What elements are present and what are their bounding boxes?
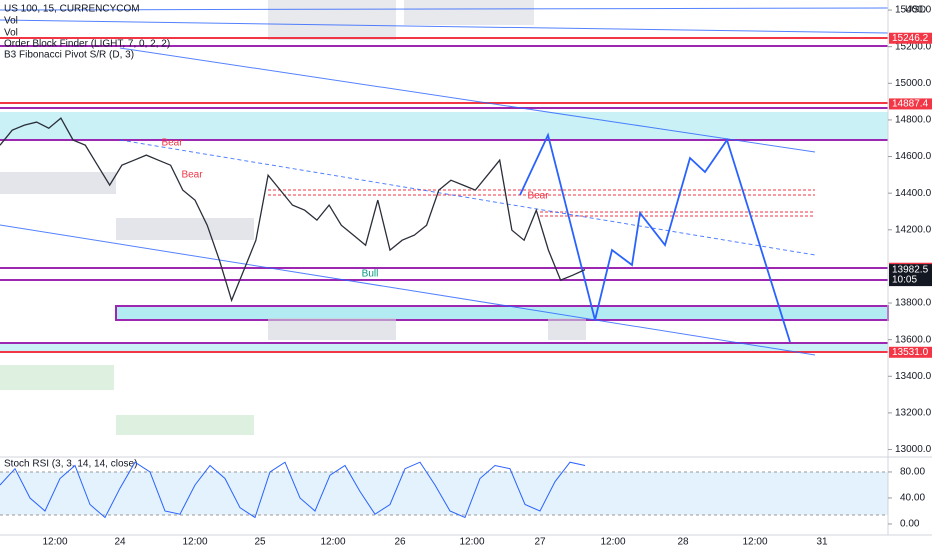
price-tag (889, 264, 932, 287)
vol-label: Vol (4, 16, 18, 27)
signal: Bear (181, 170, 203, 181)
y-tick-label: 13600.0 (895, 334, 932, 345)
currency: USD (905, 5, 926, 16)
vol-label: Vol (4, 28, 18, 39)
y-tick-label: 0.00 (900, 519, 920, 530)
x-tick-label: 12:00 (320, 537, 345, 548)
y-tick-label: 13800.0 (895, 298, 932, 309)
x-tick-label: 27 (534, 537, 546, 548)
y-tick-label: 80.00 (900, 467, 925, 478)
price-tag (889, 98, 932, 110)
price-tag (889, 346, 932, 358)
y-tick-label: 14800.0 (895, 115, 932, 126)
x-tick-label: 12:00 (42, 537, 67, 548)
symbol: US 100, 15, CURRENCYCOM (4, 4, 140, 15)
price-tag-label: 13982.5 (892, 264, 929, 275)
y-tick-label: 14200.0 (895, 224, 932, 235)
x-tick-label: 25 (254, 537, 266, 548)
y-tick-label: 40.00 (900, 493, 925, 504)
signal: Bull (362, 269, 379, 280)
indicator-label: B3 Fibonacci Pivot S/R (D, 3) (4, 50, 134, 61)
oscillator-label: Stoch RSI (3, 3, 14, 14, close) (4, 459, 137, 470)
y-tick-label: 13400.0 (895, 371, 932, 382)
x-tick-label: 12:00 (182, 537, 207, 548)
y-tick-label: 15200.0 (895, 41, 932, 52)
price-line (0, 117, 586, 303)
price-tag-label: 15246.2 (892, 33, 929, 44)
y-tick-label: 14600.0 (895, 151, 932, 162)
price-tag-label: 13531.0 (892, 347, 929, 358)
indicator-label: Order Block Finder (LIGHT, 7, 0, 2, 2) (4, 39, 170, 50)
x-tick-label: 26 (394, 537, 406, 548)
price-tag (889, 32, 932, 44)
signal: Bear (527, 191, 549, 202)
x-tick-label: 12:00 (459, 537, 484, 548)
stoch-line (0, 461, 586, 519)
signal: Bear (161, 138, 183, 149)
x-tick-label: 31 (816, 537, 828, 548)
y-tick-label: 14400.0 (895, 188, 932, 199)
countdown: 10:05 (892, 274, 917, 285)
y-tick-label: 15400.0 (895, 5, 932, 16)
x-tick-label: 12:00 (600, 537, 625, 548)
x-tick-label: 12:00 (742, 537, 767, 548)
x-tick-label: 24 (114, 537, 126, 548)
x-tick-label: 28 (677, 537, 689, 548)
y-tick-label: 13200.0 (895, 408, 932, 419)
price-tag-label: 14887.4 (892, 99, 929, 110)
y-tick-label: 15000.0 (895, 78, 932, 89)
y-tick-label: 13000.0 (895, 444, 932, 455)
